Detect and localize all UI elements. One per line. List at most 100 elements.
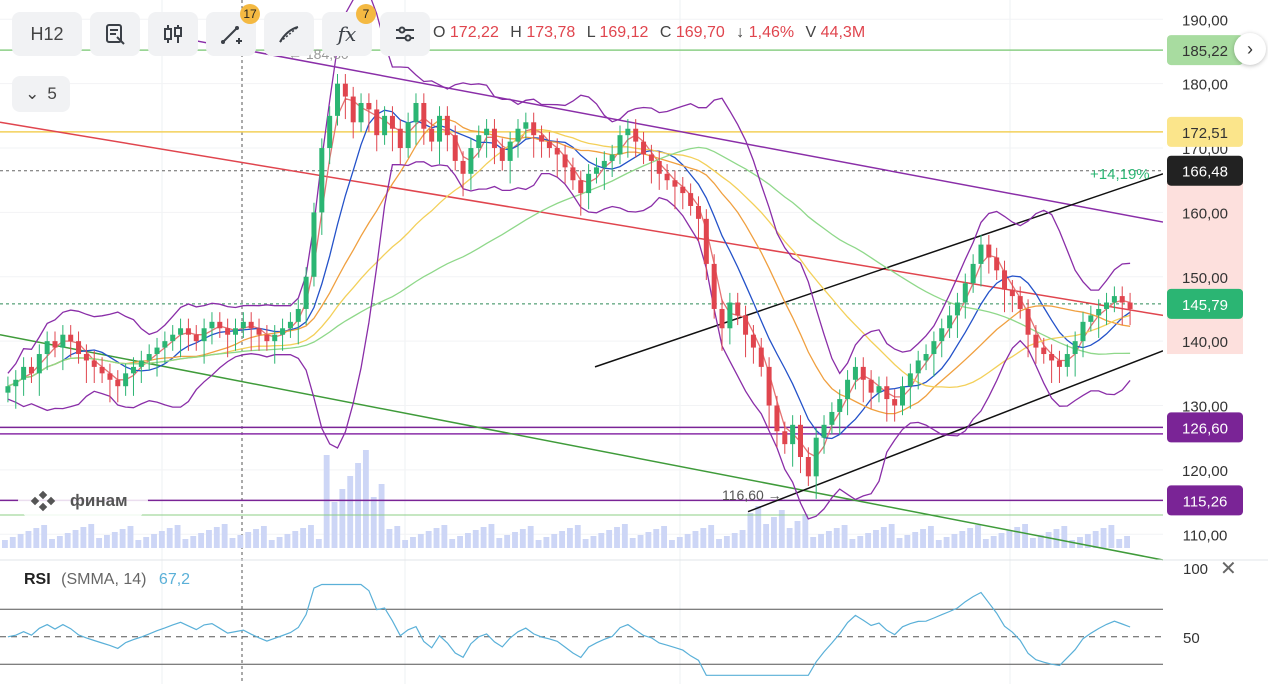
volume-bar (621, 524, 628, 548)
candle-body (272, 334, 278, 342)
candle-body (884, 386, 890, 400)
collapse-indicators-button[interactable]: ⌄ 5 (12, 76, 70, 112)
candle-body (978, 244, 984, 264)
rsi-legend: RSI (SMMA, 14) 67,2 (24, 571, 190, 589)
volume-bar (849, 539, 856, 548)
volume-bar (308, 525, 314, 548)
candle-body (695, 205, 701, 219)
volume-bar (1022, 524, 1028, 548)
patterns-button[interactable] (264, 12, 314, 56)
candle-body (366, 102, 372, 110)
candle-body (1088, 315, 1094, 322)
volume-bar (1116, 539, 1123, 548)
price-tick-label: 140,00 (1182, 334, 1228, 351)
volume-bar (347, 476, 354, 548)
volume-bars (2, 450, 1130, 548)
volume-bar (9, 537, 16, 548)
ma-long (7, 129, 1131, 389)
volume-bar (927, 526, 934, 548)
interval-button[interactable]: H12 (12, 12, 82, 56)
drawing-tools-button[interactable]: 17 (206, 4, 260, 56)
annotation-percent: +14,19% (1090, 166, 1150, 183)
candle-body (107, 373, 113, 380)
candle-body (99, 366, 105, 374)
price-level-label: 145,79 (1182, 297, 1228, 314)
volume-bar (158, 531, 165, 548)
candle-body (499, 148, 505, 161)
candle-body (1009, 289, 1015, 297)
price-level-label: 166,48 (1182, 164, 1228, 181)
candle-body (539, 135, 545, 142)
price-tick-label: 180,00 (1182, 77, 1228, 94)
candle-body (805, 457, 811, 477)
chart-type-button[interactable] (148, 12, 198, 56)
volume-bar (206, 530, 212, 548)
candle-body (586, 173, 592, 194)
candle-body (907, 373, 913, 387)
candle-body (1056, 360, 1062, 367)
indicators-button[interactable]: fx 7 (322, 4, 376, 56)
volume-bar (888, 524, 895, 548)
volume-bar (1006, 530, 1013, 548)
rsi-value: 67,2 (158, 571, 191, 588)
volume-bar (472, 530, 479, 548)
candle-body (178, 328, 184, 335)
volume-bar (127, 526, 134, 548)
volume-bar (982, 539, 989, 548)
candle-body (146, 354, 152, 361)
volume-bar (669, 540, 675, 548)
price-level-tag (1167, 485, 1243, 516)
candle-body (766, 366, 772, 406)
volume-bar (567, 528, 573, 548)
volume-bar (394, 526, 401, 548)
volume-bar (912, 532, 919, 548)
candle-body (413, 102, 419, 123)
candle-body (1041, 347, 1047, 355)
volume-bar (512, 532, 518, 548)
candle-body (578, 180, 584, 194)
volume-bar (1124, 536, 1130, 548)
candle-body (429, 128, 435, 142)
candle-body (743, 315, 749, 335)
rsi-tick-label: 50 (1183, 630, 1200, 647)
rsi-close-icon[interactable]: ✕ (1220, 558, 1237, 580)
candle-body (931, 341, 937, 355)
candle-body (115, 379, 121, 387)
candle-body (1080, 321, 1086, 342)
volume-bar (284, 534, 291, 548)
candle-body (170, 334, 176, 342)
volume-bar (425, 531, 432, 548)
candle-body (923, 354, 929, 361)
ma-200 (7, 146, 1131, 387)
expand-panel-button[interactable]: › (1234, 33, 1266, 65)
candle-body (947, 315, 953, 329)
volume-bar (362, 450, 369, 548)
volume-bar (268, 540, 275, 548)
candle-body (138, 360, 144, 367)
candle-body (162, 341, 168, 348)
rsi-panel: 100 50 (0, 559, 1268, 676)
trendline-add-icon (221, 26, 242, 44)
annotation-low: 116,60 → (722, 487, 782, 503)
settings-button[interactable] (380, 12, 430, 56)
volume-bar (676, 537, 683, 548)
volume-bar (198, 533, 205, 548)
candle-body (1025, 308, 1031, 335)
volume-bar (998, 533, 1005, 548)
volume-bar (449, 539, 456, 548)
price-level-label: 185,22 (1182, 43, 1228, 60)
channel-top (594, 173, 1164, 368)
volume-bar (818, 534, 824, 548)
volume-bar (111, 532, 118, 548)
candle-body (287, 321, 293, 329)
volume-bar (386, 529, 393, 548)
candle-body (892, 399, 898, 406)
candle-body (1002, 270, 1008, 290)
candle-body (562, 154, 568, 168)
candle-body (1119, 296, 1125, 303)
volume-bar (990, 536, 997, 548)
notes-button[interactable] (90, 12, 140, 56)
candle-body (1104, 302, 1110, 309)
candle-body (515, 128, 521, 142)
